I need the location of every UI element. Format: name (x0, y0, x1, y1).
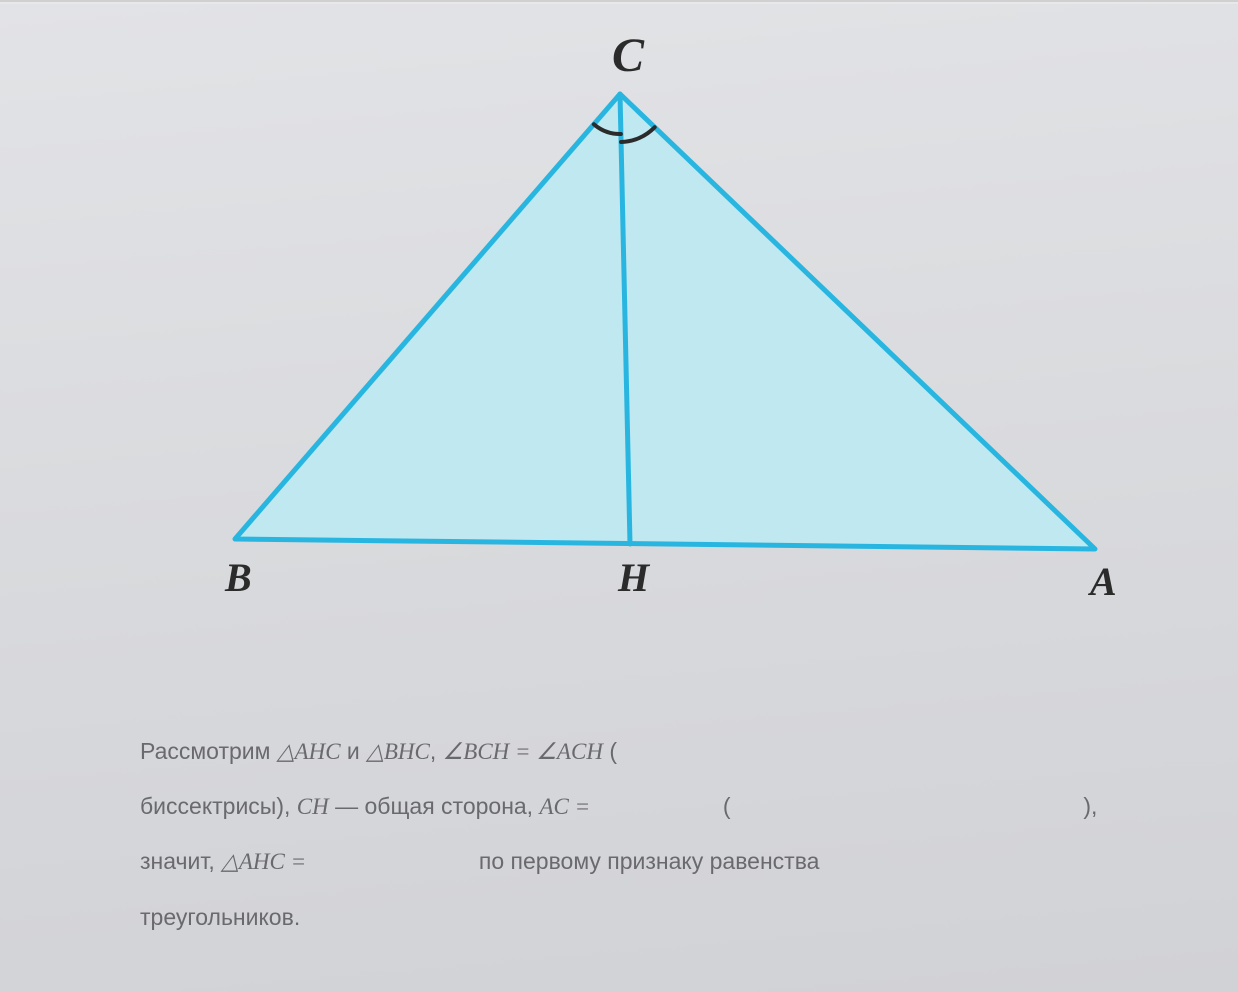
vertex-label-A: A (1090, 558, 1117, 605)
text-consider: Рассмотрим (140, 738, 277, 764)
math-CH: CH (297, 794, 329, 819)
math-tri-AHC: △AHC (277, 739, 341, 764)
proof-line-1: Рассмотрим △AHC и △BHC, ∠BCH = ∠ACH ( (140, 724, 1150, 779)
proof-line-4: треугольников. (140, 890, 1150, 945)
math-tri-AHC-eq: △AHC = (221, 849, 306, 874)
vertex-label-B: B (225, 554, 252, 601)
math-angle-eq: ∠BCH = ∠ACH (443, 739, 603, 764)
proof-text: Рассмотрим △AHC и △BHC, ∠BCH = ∠ACH ( би… (140, 724, 1150, 945)
text-paren2-open: ( (723, 793, 731, 819)
text-hence: значит, (140, 848, 221, 874)
vertex-label-H: H (618, 554, 649, 601)
content-panel: C B H A Рассмотрим △AHC и △BHC, ∠BCH = ∠… (0, 4, 1238, 992)
vertex-label-C: C (612, 28, 644, 83)
text-bisector: биссектрисы), (140, 793, 297, 819)
proof-line-3: значит, △AHC = по первому признаку равен… (140, 834, 1150, 889)
screenshot-frame: C B H A Рассмотрим △AHC и △BHC, ∠BCH = ∠… (0, 0, 1238, 992)
text-paren-open: ( (603, 738, 617, 764)
text-triangles-word: треугольников. (140, 904, 300, 930)
text-by-first: по первому признаку равенства (479, 848, 820, 874)
triangle-svg (0, 4, 1238, 644)
proof-line-2: биссектрисы), CH — общая сторона, AC = (… (140, 779, 1150, 834)
text-and: и (341, 738, 367, 764)
math-tri-BHC: △BHC (366, 739, 430, 764)
triangle-figure (0, 4, 1238, 644)
text-paren2-close: ), (1083, 793, 1097, 819)
text-comma: , (430, 738, 443, 764)
text-common-side: — общая сторона, (329, 793, 540, 819)
math-AC-eq: AC = (539, 794, 590, 819)
